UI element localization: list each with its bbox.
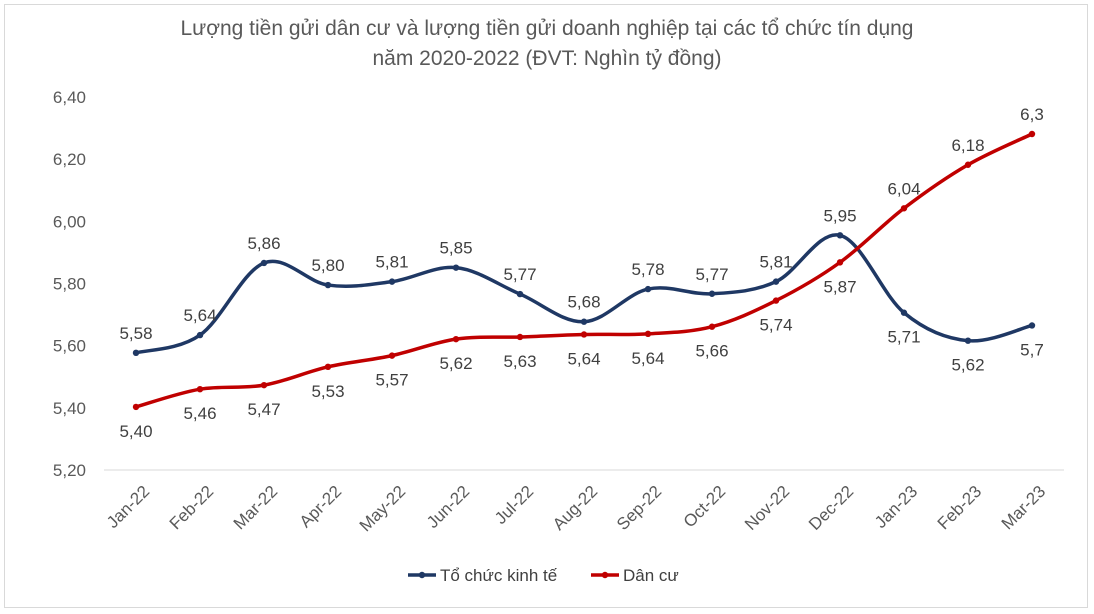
point-dan-cu: [516, 333, 524, 341]
point-to-chuc-kinh-te: [516, 290, 524, 298]
point-dan-cu: [580, 331, 588, 338]
data-label-to-chuc-kinh-te: 5,80: [311, 256, 344, 275]
x-tick-label: Sep-22: [613, 482, 665, 534]
data-label-dan-cu: 5,46: [183, 404, 216, 423]
data-label-dan-cu: 5,62: [439, 354, 472, 373]
point-to-chuc-kinh-te: [1028, 322, 1036, 329]
data-label-to-chuc-kinh-te: 5,58: [119, 324, 152, 343]
point-to-chuc-kinh-te: [964, 337, 972, 344]
data-label-dan-cu: 5,63: [503, 352, 536, 371]
data-label-to-chuc-kinh-te: 5,81: [759, 253, 792, 272]
point-dan-cu: [196, 385, 204, 393]
data-label-dan-cu: 5,64: [567, 349, 600, 368]
y-tick-label: 5,60: [53, 337, 86, 356]
point-dan-cu: [388, 352, 396, 359]
y-tick-label: 5,40: [53, 399, 86, 418]
data-label-to-chuc-kinh-te: 5,86: [247, 234, 280, 253]
data-label-to-chuc-kinh-te: 5,71: [887, 328, 920, 347]
data-label-dan-cu: 6,04: [887, 179, 920, 198]
chart-title-line-1: Lượng tiền gửi dân cư và lượng tiền gửi …: [180, 17, 914, 40]
y-tick-label: 6,00: [53, 212, 86, 231]
x-tick-label: Feb-23: [934, 482, 986, 534]
point-to-chuc-kinh-te: [324, 281, 332, 289]
data-label-dan-cu: 5,66: [695, 342, 728, 361]
y-tick-label: 6,20: [53, 150, 86, 169]
data-label-to-chuc-kinh-te: 5,78: [631, 260, 664, 279]
x-tick-label: Apr-22: [296, 482, 346, 532]
data-label-to-chuc-kinh-te: 5,7: [1020, 340, 1044, 359]
legend-marker: [418, 571, 426, 579]
data-labels: 5,58 5,64 5,86 5,80 5,81 5,85 5,77 5,68 5,78 5,77…: [119, 105, 1043, 441]
point-to-chuc-kinh-te: [132, 349, 140, 357]
point-to-chuc-kinh-te: [900, 309, 908, 316]
point-dan-cu: [132, 403, 140, 411]
point-to-chuc-kinh-te: [388, 278, 396, 285]
point-to-chuc-kinh-te: [196, 331, 204, 339]
point-dan-cu: [836, 259, 844, 266]
legend-entry-label: Dân cư: [623, 566, 679, 585]
data-label-dan-cu: 5,74: [759, 316, 792, 335]
data-label-dan-cu: 6,3: [1020, 105, 1044, 124]
data-label-dan-cu: 5,57: [375, 371, 408, 390]
data-label-dan-cu: 5,87: [823, 277, 856, 296]
data-label-to-chuc-kinh-te: 5,95: [823, 206, 856, 225]
y-tick-label: 5,80: [53, 275, 86, 294]
point-dan-cu: [708, 323, 716, 330]
legend: Tổ chức kinh tế Dân cư: [408, 566, 679, 585]
data-label-to-chuc-kinh-te: 5,81: [375, 253, 408, 272]
point-dan-cu: [260, 381, 268, 389]
x-tick-label: Nov-22: [741, 482, 793, 534]
point-dan-cu: [900, 205, 908, 212]
data-label-to-chuc-kinh-te: 5,64: [183, 306, 216, 325]
point-dan-cu: [644, 330, 652, 338]
x-tick-label: Jun-22: [423, 482, 473, 532]
x-tick-label: Feb-22: [166, 482, 218, 534]
legend-entry-label: Tổ chức kinh tế: [440, 566, 558, 585]
x-tick-label: May-22: [356, 482, 410, 536]
point-to-chuc-kinh-te: [836, 232, 844, 239]
data-label-dan-cu: 5,40: [119, 422, 152, 441]
y-axis-ticks: 6,40 6,20 6,00 5,80 5,60 5,40 5,20: [53, 88, 86, 480]
point-dan-cu: [964, 161, 972, 168]
point-dan-cu: [1028, 130, 1036, 138]
point-to-chuc-kinh-te: [708, 290, 716, 297]
data-label-to-chuc-kinh-te: 5,68: [567, 293, 600, 312]
x-tick-label: Jan-23: [871, 482, 921, 532]
x-tick-label: Jul-22: [491, 482, 537, 528]
y-tick-label: 5,20: [53, 461, 86, 480]
chart-frame: [4, 4, 1088, 608]
data-label-dan-cu: 5,64: [631, 349, 664, 368]
x-tick-label: Dec-22: [805, 482, 857, 534]
x-axis-ticks: Jan-22 Feb-22 Mar-22 Apr-22 May-22 Jun-22 Jul-…: [103, 482, 1049, 536]
data-label-to-chuc-kinh-te: 5,62: [951, 356, 984, 375]
data-label-dan-cu: 6,18: [951, 136, 984, 155]
point-dan-cu: [324, 363, 332, 371]
data-label-dan-cu: 5,47: [247, 400, 280, 419]
point-to-chuc-kinh-te: [772, 278, 780, 285]
x-tick-label: Jan-22: [103, 482, 153, 532]
chart-title-line-2: năm 2020-2022 (ĐVT: Nghìn tỷ đồng): [372, 47, 722, 70]
point-to-chuc-kinh-te: [644, 285, 652, 293]
point-to-chuc-kinh-te: [260, 259, 268, 267]
x-tick-label: Oct-22: [680, 482, 730, 532]
point-to-chuc-kinh-te: [580, 318, 588, 325]
legend-marker: [601, 571, 609, 579]
x-tick-label: Aug-22: [549, 482, 601, 534]
y-tick-label: 6,40: [53, 88, 86, 107]
point-dan-cu: [452, 335, 460, 343]
x-tick-label: Mar-22: [230, 482, 282, 534]
chart-title: Lượng tiền gửi dân cư và lượng tiền gửi …: [0, 14, 1094, 74]
data-label-to-chuc-kinh-te: 5,85: [439, 239, 472, 258]
point-to-chuc-kinh-te: [452, 264, 460, 271]
data-label-dan-cu: 5,53: [311, 382, 344, 401]
x-tick-label: Mar-23: [998, 482, 1050, 534]
series-layer: [132, 130, 1036, 411]
point-dan-cu: [772, 297, 780, 304]
data-label-to-chuc-kinh-te: 5,77: [695, 265, 728, 284]
data-label-to-chuc-kinh-te: 5,77: [503, 265, 536, 284]
